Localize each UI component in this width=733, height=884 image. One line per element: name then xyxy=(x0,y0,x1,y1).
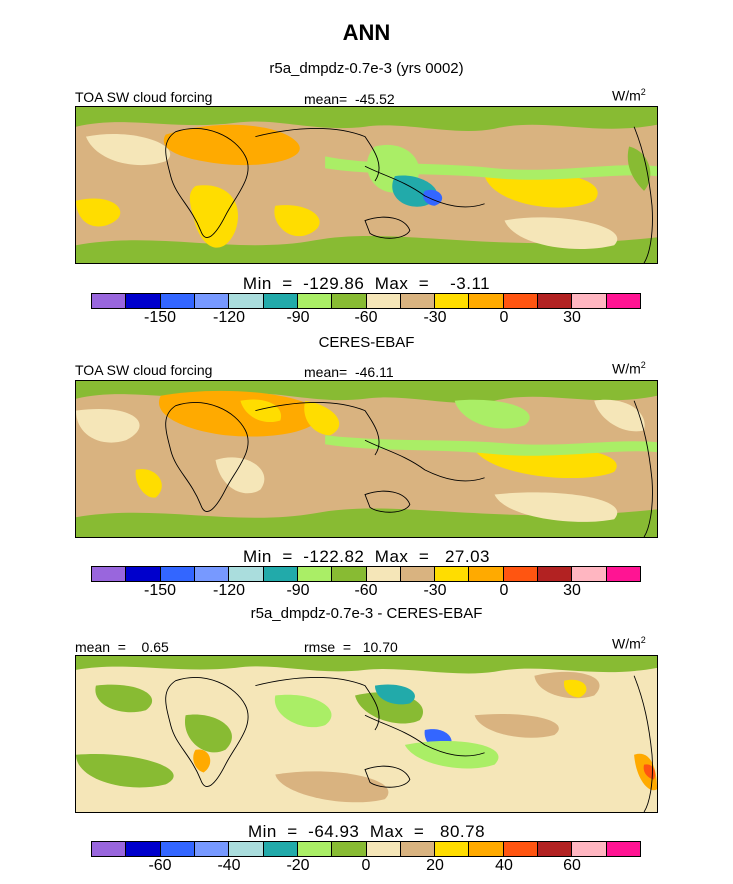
colorbar-swatch xyxy=(400,567,436,581)
colorbar-swatch xyxy=(503,567,539,581)
panel3-tick-label: -40 xyxy=(217,857,241,874)
colorbar-swatch xyxy=(126,842,161,856)
panel2-map-graphic xyxy=(76,381,657,537)
colorbar-swatch xyxy=(297,842,333,856)
colorbar-swatch xyxy=(332,567,367,581)
panel1-tick-label: -90 xyxy=(286,309,310,326)
panel2-tick-label: 0 xyxy=(499,582,509,599)
panel1-tick-label: -30 xyxy=(423,309,447,326)
panel2-units: W/m2 xyxy=(612,360,646,377)
colorbar-swatch xyxy=(572,567,607,581)
colorbar-swatch xyxy=(503,842,539,856)
panel3-units: W/m2 xyxy=(612,635,646,652)
colorbar-swatch xyxy=(194,842,230,856)
colorbar-swatch xyxy=(194,567,230,581)
colorbar-swatch xyxy=(469,842,504,856)
panel1-subtitle: r5a_dmpdz-0.7e-3 (yrs 0002) xyxy=(269,60,464,77)
colorbar-swatch xyxy=(366,567,401,581)
colorbar-swatch xyxy=(572,294,607,308)
colorbar-swatch xyxy=(126,294,161,308)
panel2-colorbar xyxy=(91,566,641,582)
panel1-field-label: TOA SW cloud forcing xyxy=(75,89,213,105)
panel3-tick-label: 0 xyxy=(361,857,371,874)
colorbar-swatch xyxy=(126,567,161,581)
colorbar-swatch xyxy=(538,294,573,308)
colorbar-swatch xyxy=(435,294,470,308)
colorbar-swatch xyxy=(194,294,230,308)
panel3-map xyxy=(75,655,658,813)
panel3-map-graphic xyxy=(76,656,657,812)
panel1-map-graphic xyxy=(76,107,657,263)
panel2-tick-label: -30 xyxy=(423,582,447,599)
panel2-tick-label: -150 xyxy=(143,582,177,599)
colorbar-swatch xyxy=(435,567,470,581)
colorbar-swatch xyxy=(263,294,298,308)
colorbar-swatch xyxy=(606,294,640,308)
panel1-tick-label: 30 xyxy=(563,309,581,326)
panel3-tick-label: 40 xyxy=(495,857,513,874)
panel3-minmax: Min = -64.93 Max = 80.78 xyxy=(247,822,486,841)
colorbar-swatch xyxy=(400,842,436,856)
panel3-tick-label: -60 xyxy=(148,857,172,874)
panel1-units: W/m2 xyxy=(612,87,646,104)
colorbar-swatch xyxy=(229,567,264,581)
colorbar-swatch xyxy=(92,567,127,581)
colorbar-swatch xyxy=(263,842,298,856)
colorbar-swatch xyxy=(606,842,640,856)
panel1-tick-label: -60 xyxy=(354,309,378,326)
panel1-tick-label: 0 xyxy=(499,309,509,326)
colorbar-swatch xyxy=(263,567,298,581)
colorbar-swatch xyxy=(332,842,367,856)
panel2-mean-label: mean= -46.11 xyxy=(304,364,394,380)
colorbar-swatch xyxy=(606,567,640,581)
colorbar-swatch xyxy=(503,294,539,308)
colorbar-swatch xyxy=(469,567,504,581)
colorbar-swatch xyxy=(92,842,127,856)
panel1-map xyxy=(75,106,658,264)
panel2-tick-label: 30 xyxy=(563,582,581,599)
panel3-tick-label: -20 xyxy=(286,857,310,874)
colorbar-swatch xyxy=(297,294,333,308)
panel2-tick-label: -120 xyxy=(212,582,246,599)
panel3-subtitle: r5a_dmpdz-0.7e-3 - CERES-EBAF xyxy=(250,605,483,622)
panel3-colorbar xyxy=(91,841,641,857)
panel2-subtitle: CERES-EBAF xyxy=(318,334,415,351)
colorbar-swatch xyxy=(538,842,573,856)
colorbar-swatch xyxy=(160,567,195,581)
colorbar-swatch xyxy=(435,842,470,856)
colorbar-swatch xyxy=(160,294,195,308)
colorbar-swatch xyxy=(572,842,607,856)
panel1-colorbar xyxy=(91,293,641,309)
colorbar-swatch xyxy=(92,294,127,308)
colorbar-swatch xyxy=(469,294,504,308)
panel1-tick-label: -120 xyxy=(212,309,246,326)
panel2-map xyxy=(75,380,658,538)
colorbar-swatch xyxy=(332,294,367,308)
colorbar-swatch xyxy=(400,294,436,308)
panel3-tick-label: 20 xyxy=(426,857,444,874)
panel2-tick-label: -90 xyxy=(286,582,310,599)
panel2-tick-label: -60 xyxy=(354,582,378,599)
panel2-field-label: TOA SW cloud forcing xyxy=(75,362,213,378)
panel1-tick-label: -150 xyxy=(143,309,177,326)
panel3-rmse-label: rmse = 10.70 xyxy=(304,639,398,655)
panel1-minmax: Min = -129.86 Max = -3.11 xyxy=(242,274,491,293)
panel3-mean-label: mean = 0.65 xyxy=(75,639,169,655)
panel1-mean-label: mean= -45.52 xyxy=(304,91,395,107)
colorbar-swatch xyxy=(538,567,573,581)
colorbar-swatch xyxy=(160,842,195,856)
colorbar-swatch xyxy=(366,294,401,308)
panel3-tick-label: 60 xyxy=(563,857,581,874)
figure-title: ANN xyxy=(342,20,391,45)
colorbar-swatch xyxy=(297,567,333,581)
colorbar-swatch xyxy=(229,842,264,856)
colorbar-swatch xyxy=(366,842,401,856)
panel2-minmax: Min = -122.82 Max = 27.03 xyxy=(242,547,491,566)
colorbar-swatch xyxy=(229,294,264,308)
